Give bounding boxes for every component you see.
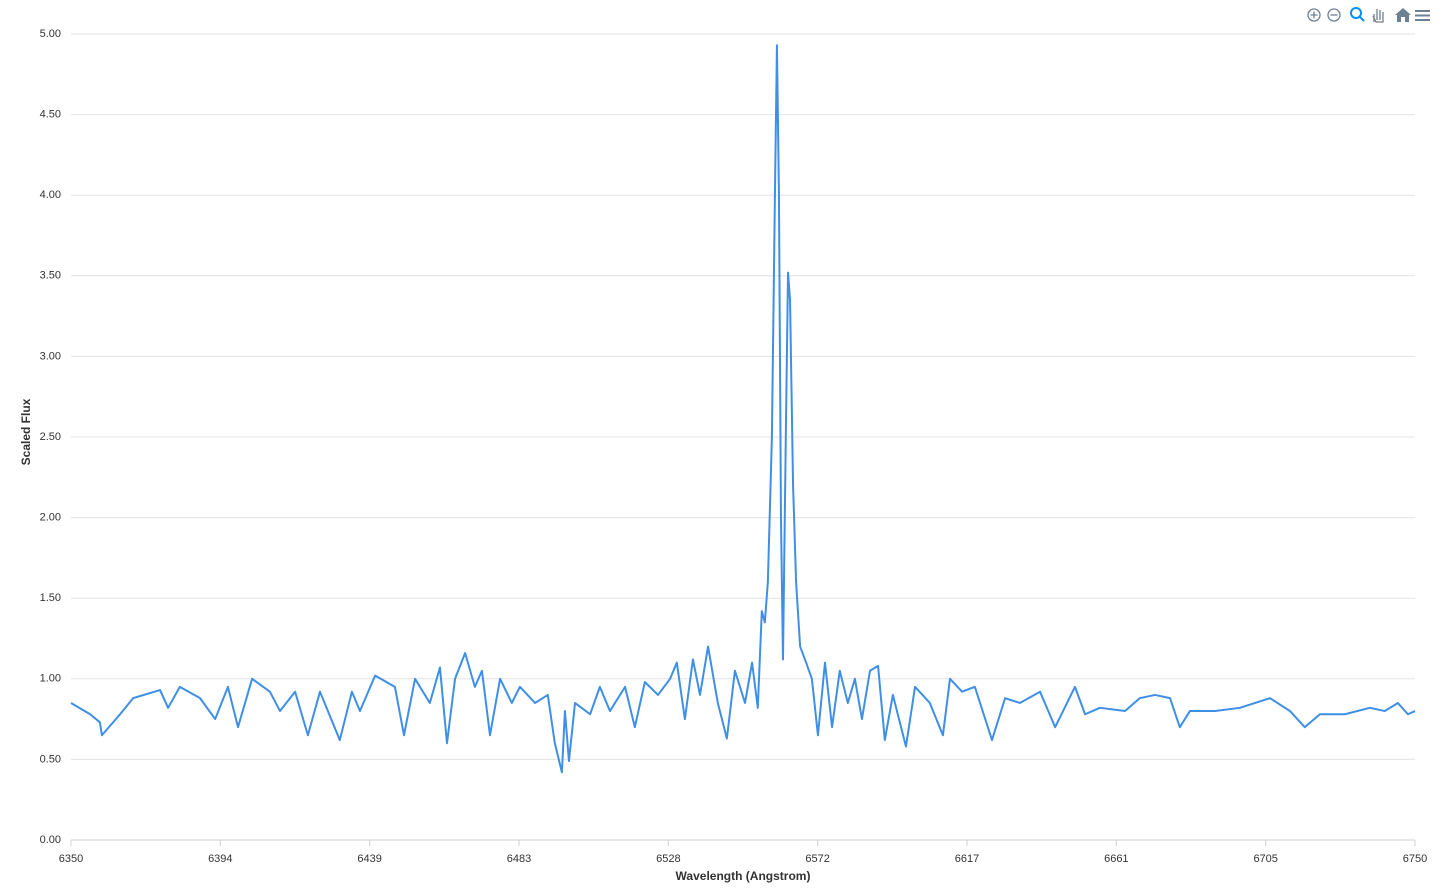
pan-button[interactable] [1372, 9, 1384, 23]
x-tick-label: 6528 [656, 853, 680, 865]
x-tick-label: 6350 [59, 853, 83, 865]
menu-button[interactable] [1415, 10, 1430, 21]
spectrum-line [70, 44, 1416, 774]
x-tick-label: 6572 [805, 853, 829, 865]
x-axis-title: Wavelength (Angstrom) [676, 869, 811, 883]
toolbar [1307, 7, 1430, 23]
zoom-select-button[interactable] [1350, 7, 1365, 22]
y-tick-label: 3.00 [40, 350, 61, 362]
x-tick-label: 6394 [208, 853, 232, 865]
y-tick-label: 1.00 [40, 673, 61, 685]
x-tick-label: 6661 [1104, 853, 1128, 865]
y-tick-label: 1.50 [40, 592, 61, 604]
x-tick-label: 6439 [357, 853, 381, 865]
x-tick-label: 6617 [955, 853, 979, 865]
zoom-out-button[interactable] [1327, 8, 1341, 22]
y-tick-label: 2.50 [40, 431, 61, 443]
home-button[interactable] [1395, 8, 1411, 22]
y-tick-label: 0.00 [40, 834, 61, 846]
y-tick-label: 3.50 [40, 270, 61, 282]
x-tick-label: 6705 [1253, 853, 1277, 865]
zoom-in-button[interactable] [1307, 8, 1321, 22]
y-tick-label: 5.00 [40, 28, 61, 40]
y-tick-label: 0.50 [40, 753, 61, 765]
y-tick-label: 4.00 [40, 189, 61, 201]
x-tick-label: 6483 [507, 853, 531, 865]
y-tick-label: 2.00 [40, 512, 61, 524]
y-axis-title: Scaled Flux [19, 398, 33, 465]
y-tick-label: 4.50 [40, 109, 61, 121]
x-tick-label: 6750 [1403, 853, 1427, 865]
